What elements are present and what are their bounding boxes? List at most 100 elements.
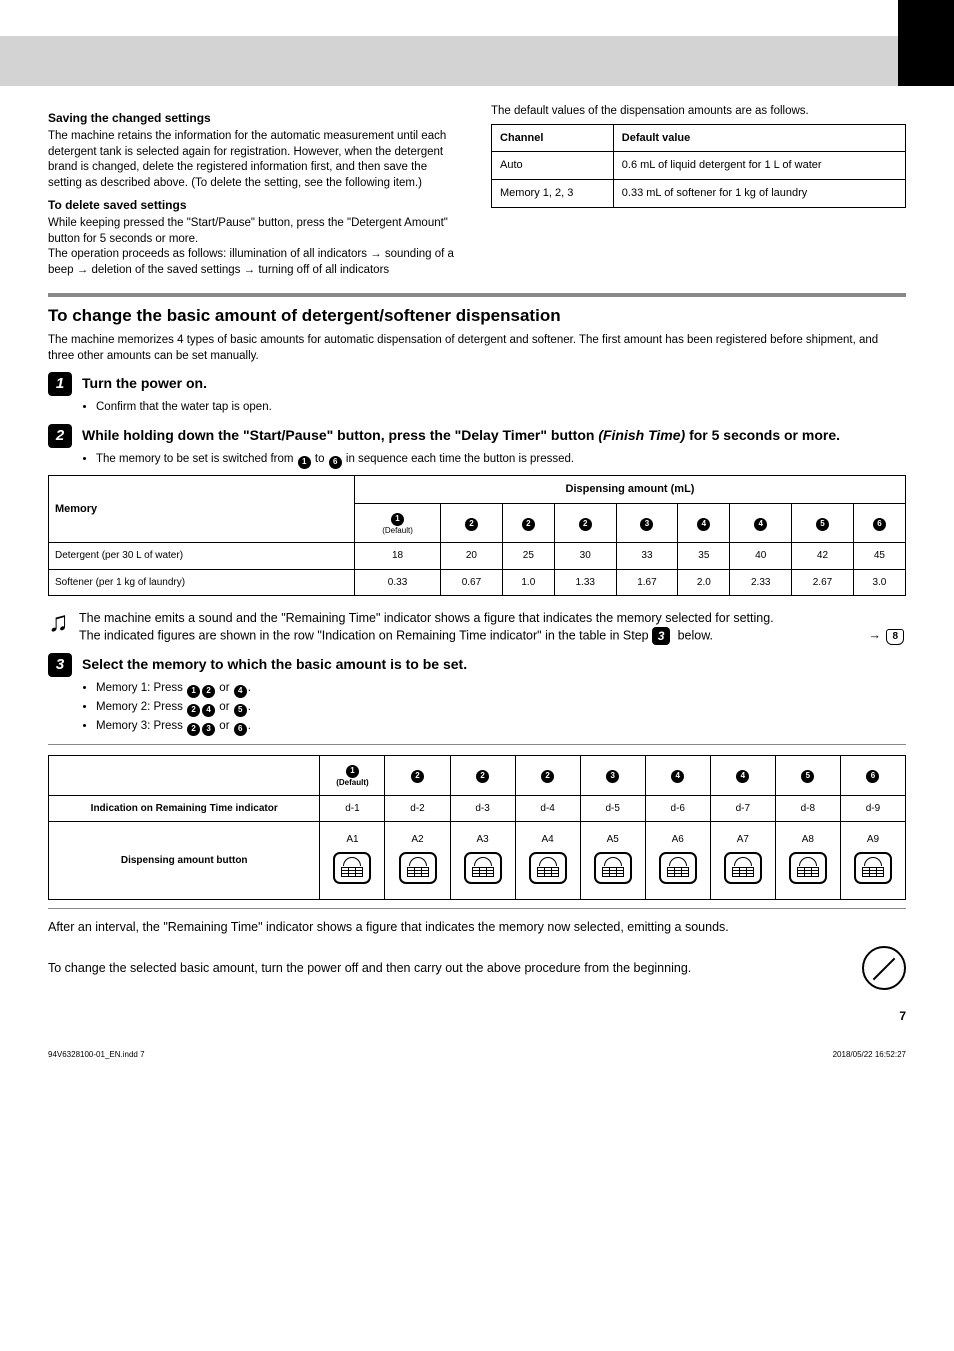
cell: 2.0 — [678, 569, 730, 596]
circ-icon: 2 — [187, 723, 200, 736]
circ-icon: 1 — [391, 513, 404, 526]
cell: d-9 — [840, 795, 905, 822]
circ-icon: 2 — [465, 518, 478, 531]
circ-icon: 3 — [640, 518, 653, 531]
cell: d-6 — [645, 795, 710, 822]
step1-sub: Confirm that the water tap is open. — [96, 400, 906, 416]
emit-note: ♫ The machine emits a sound and the "Rem… — [48, 608, 906, 645]
button-label: A3 — [455, 833, 511, 847]
circ-icon: 1 — [346, 765, 359, 778]
th-channel: Channel — [492, 124, 614, 152]
cell: d-5 — [580, 795, 645, 822]
delete-heading: To delete saved settings — [48, 197, 463, 213]
foot-left: 94V6328100-01_EN.indd 7 — [48, 1050, 145, 1060]
divider-thick — [48, 293, 906, 297]
main-heading: To change the basic amount of detergent/… — [48, 305, 906, 328]
end-para: After an interval, the "Remaining Time" … — [48, 919, 906, 936]
button-label: A1 — [324, 833, 380, 847]
step2-sub-b: to — [315, 453, 328, 465]
circ-icon: 5 — [234, 704, 247, 717]
page-ref-icon: 8 — [886, 629, 904, 645]
col-head: 2 — [385, 756, 450, 796]
col-head: 2 — [441, 503, 503, 543]
foot-right: 2018/05/22 16:52:27 — [833, 1050, 906, 1061]
step2-sub-a: The memory to be set is switched from — [96, 453, 297, 465]
button-label: A5 — [585, 833, 641, 847]
col-head: 6 — [840, 756, 905, 796]
button-label: A8 — [780, 833, 836, 847]
col-head: 4 — [645, 756, 710, 796]
circ-icon: 6 — [234, 723, 247, 736]
circ-icon: 3 — [606, 770, 619, 783]
cell: A5 — [580, 822, 645, 900]
button-label: A9 — [845, 833, 901, 847]
header-grey-strip — [0, 36, 954, 86]
cell: d-1 — [320, 795, 385, 822]
cell: 33 — [616, 543, 678, 570]
cell: 40 — [730, 543, 792, 570]
col-head: 2 — [554, 503, 616, 543]
circ-icon: 4 — [202, 704, 215, 717]
step3-sub: Memory 1: Press 12 or 4. — [96, 681, 906, 698]
step-badge-3: 3 — [48, 653, 72, 677]
blank — [49, 756, 320, 796]
cell: d-7 — [710, 795, 775, 822]
circ-6-icon: 6 — [329, 456, 342, 469]
cell: 1.67 — [616, 569, 678, 596]
cell: 45 — [853, 543, 905, 570]
cell: 20 — [441, 543, 503, 570]
emit-line1: The machine emits a sound and the "Remai… — [79, 610, 906, 627]
cell: 0.67 — [441, 569, 503, 596]
cell: A3 — [450, 822, 515, 900]
col-head: 1(Default) — [320, 756, 385, 796]
dispense-button-icon — [789, 852, 827, 884]
col-head: 5 — [775, 756, 840, 796]
button-label: A2 — [389, 833, 445, 847]
step2-sub: The memory to be set is switched from 1 … — [96, 452, 906, 469]
col-head: 4 — [710, 756, 775, 796]
saving-body: The machine retains the information for … — [48, 129, 463, 191]
cell: d-2 — [385, 795, 450, 822]
circ-icon: 4 — [736, 770, 749, 783]
memory-table: Memory Dispensing amount (mL) 1(Default)… — [48, 475, 906, 597]
emit-line2a: The indicated figures are shown in the r… — [79, 629, 652, 643]
dispense-table: 1(Default)22234456 Indication on Remaini… — [48, 755, 906, 900]
circ-icon: 4 — [234, 685, 247, 698]
circ-icon: 5 — [816, 518, 829, 531]
prohibit-note: To change the selected basic amount, tur… — [48, 946, 906, 990]
dispense-button-icon — [724, 852, 762, 884]
step-3: 3 Select the memory to which the basic a… — [48, 653, 906, 677]
row-label-indicator: Indication on Remaining Time indicator — [49, 795, 320, 822]
circ-icon: 6 — [873, 518, 886, 531]
col-head: 1(Default) — [355, 503, 441, 543]
th-dispensing-span: Dispensing amount (mL) — [355, 475, 906, 503]
circ-icon: 2 — [579, 518, 592, 531]
circ-icon: 3 — [202, 723, 215, 736]
circ-icon: 5 — [801, 770, 814, 783]
cell: 42 — [792, 543, 854, 570]
col-head: 2 — [515, 756, 580, 796]
col-head: 2 — [450, 756, 515, 796]
dispense-button-icon — [854, 852, 892, 884]
saving-heading: Saving the changed settings — [48, 110, 463, 126]
row-label-detergent: Detergent (per 30 L of water) — [49, 543, 355, 570]
td: Memory 1, 2, 3 — [492, 180, 614, 208]
step1-text: Turn the power on. — [82, 375, 207, 391]
td: 0.6 mL of liquid detergent for 1 L of wa… — [613, 152, 905, 180]
circ-icon: 1 — [187, 685, 200, 698]
cell: d-3 — [450, 795, 515, 822]
step3-sub: Memory 2: Press 24 or 5. — [96, 700, 906, 717]
circ-icon: 6 — [866, 770, 879, 783]
header-bar — [48, 0, 906, 86]
prohibit-icon — [862, 946, 906, 990]
circ-icon: 2 — [476, 770, 489, 783]
cell: 25 — [502, 543, 554, 570]
col-sublabel: (Default) — [324, 778, 380, 789]
param-caption: The default values of the dispensation a… — [491, 104, 906, 120]
button-label: A7 — [715, 833, 771, 847]
circ-icon: 2 — [522, 518, 535, 531]
cell: 3.0 — [853, 569, 905, 596]
button-label: A6 — [650, 833, 706, 847]
header-black-tab — [898, 0, 954, 86]
cell: 18 — [355, 543, 441, 570]
